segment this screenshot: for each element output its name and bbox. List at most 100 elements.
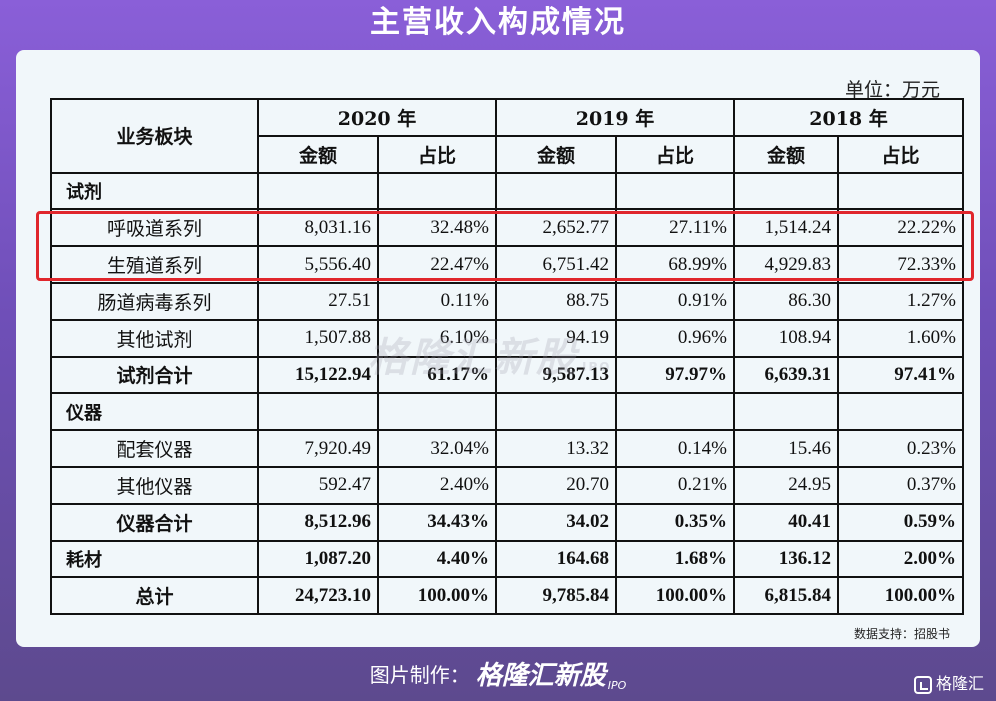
amount-2020-cell: 592.47	[257, 465, 379, 505]
amount-2020-cell: 8,512.96	[257, 502, 379, 542]
page-title: 主营收入构成情况	[370, 5, 626, 40]
amount-2020-cell: 8,031.16	[257, 208, 379, 248]
ratio-2020-cell: 61.17%	[377, 355, 497, 395]
table-subheader-row: 金额 占比 金额 占比 金额 占比	[51, 134, 964, 174]
category-row: 试剂	[50, 171, 964, 211]
category-label: 仪器	[50, 392, 259, 432]
ratio-2019-cell: 1.68%	[615, 539, 735, 579]
amount-2018-cell: 24.95	[733, 465, 839, 505]
table-row: 耗材 1,087.20 4.40% 164.68 1.68% 136.12 2.00%	[50, 539, 964, 579]
ratio-2020-cell: 4.40%	[377, 539, 497, 579]
amount-2020-cell: 27.51	[257, 281, 379, 321]
amount-2018-cell: 136.12	[733, 539, 839, 579]
subheader-ratio: 占比	[377, 134, 497, 174]
watermark-text: 格隆汇新股	[368, 335, 578, 381]
row-label-cell: 呼吸道系列	[50, 208, 259, 248]
ratio-2019-cell: 97.97%	[615, 355, 735, 395]
ratio-2018-cell: 0.23%	[837, 429, 964, 468]
highlight-box	[36, 211, 974, 281]
ratio-2019-cell: 100.00%	[615, 576, 735, 616]
row-label-cell: 试剂合计	[50, 355, 259, 395]
table-row: 试剂合计 15,122.94 61.17% 9,587.13 97.97% 6,639.3…	[50, 355, 964, 395]
amount-2019-cell: 88.75	[495, 281, 617, 321]
ratio-2019-cell: 68.99%	[615, 245, 735, 284]
ratio-2018-cell: 2.00%	[837, 539, 964, 579]
ratio-2020-cell: 6.10%	[377, 318, 497, 358]
table-row: 仪器合计 8,512.96 34.43% 34.02 0.35% 40.41 0.59%	[50, 502, 964, 542]
amount-2018-cell: 4,929.83	[733, 245, 839, 284]
amount-2019-cell: 94.19	[495, 318, 617, 358]
subheader-amount: 金额	[733, 134, 839, 174]
amount-2018-cell: 86.30	[733, 281, 839, 321]
footer-made-by: 图片制作：	[369, 663, 470, 687]
row-label-cell: 总计	[50, 576, 259, 616]
watermark-tag: IPO	[582, 360, 612, 374]
ratio-2020-cell: 100.00%	[377, 576, 497, 616]
ratio-2019-cell: 0.96%	[615, 318, 735, 358]
ratio-2018-cell: 72.33%	[837, 245, 964, 284]
ratio-2020-cell: 34.43%	[377, 502, 497, 542]
ratio-2018-cell: 1.60%	[837, 318, 964, 358]
subheader-amount: 金额	[495, 134, 617, 174]
amount-2018-cell: 1,514.24	[733, 208, 839, 248]
year-header-2019: 2019 年	[495, 98, 735, 137]
unit-label: 单位：万元	[844, 80, 940, 101]
ratio-2020-cell: 32.48%	[377, 208, 497, 248]
row-label-cell: 其他试剂	[50, 318, 259, 358]
amount-2019-cell: 9,587.13	[495, 355, 617, 395]
subheader-ratio: 占比	[837, 134, 964, 174]
amount-2018-cell: 15.46	[733, 429, 839, 468]
row-label-cell: 肠道病毒系列	[50, 281, 259, 321]
year-header-2018: 2018 年	[733, 98, 964, 137]
amount-2019-cell: 34.02	[495, 502, 617, 542]
amount-2020-cell: 1,507.88	[257, 318, 379, 358]
category-row: 仪器	[50, 392, 964, 432]
row-label-cell: 生殖道系列	[50, 245, 259, 284]
table-row: 呼吸道系列 8,031.16 32.48% 2,652.77 27.11% 1,514.2…	[50, 208, 964, 248]
ratio-2018-cell: 0.37%	[837, 465, 964, 505]
year-header-2020: 2020 年	[257, 98, 497, 137]
ratio-2020-cell: 0.11%	[377, 281, 497, 321]
amount-2020-cell: 5,556.40	[257, 245, 379, 284]
footer-brand: 格隆汇新股	[475, 661, 606, 691]
table-row: 生殖道系列 5,556.40 22.47% 6,751.42 68.99% 4,929.8…	[50, 245, 964, 284]
gelonghui-logo-icon	[913, 675, 932, 694]
corner-logo-text: 格隆汇	[935, 674, 984, 693]
table-row: 其他试剂 1,507.88 6.10% 94.19 0.96% 108.94 1.60%	[50, 318, 964, 358]
ratio-2020-cell: 2.40%	[377, 465, 497, 505]
footer: 图片制作： 格隆汇新股 IPO	[0, 655, 996, 701]
amount-2020-cell: 7,920.49	[257, 429, 379, 468]
amount-2020-cell: 1,087.20	[257, 539, 379, 579]
ratio-2019-cell: 27.11%	[615, 208, 735, 248]
table-header-row: 业务板块 2020 年 2019 年 2018 年	[50, 98, 964, 174]
subheader-amount: 金额	[257, 134, 379, 174]
category-label: 试剂	[50, 171, 259, 211]
amount-2019-cell: 6,751.42	[495, 245, 617, 284]
ratio-2018-cell: 0.59%	[837, 502, 964, 542]
ratio-2018-cell: 1.27%	[837, 281, 964, 321]
ratio-2019-cell: 0.91%	[615, 281, 735, 321]
amount-2019-cell: 20.70	[495, 465, 617, 505]
ratio-2019-cell: 0.21%	[615, 465, 735, 505]
ratio-2018-cell: 22.22%	[837, 208, 964, 248]
amount-2020-cell: 15,122.94	[257, 355, 379, 395]
source-note: 数据支持：招股书	[853, 627, 950, 641]
subheader-ratio: 占比	[615, 134, 735, 174]
amount-2018-cell: 108.94	[733, 318, 839, 358]
ratio-2020-cell: 32.04%	[377, 429, 497, 468]
corner-logo: 格隆汇	[913, 670, 984, 694]
ratio-2018-cell: 97.41%	[837, 355, 964, 395]
table-row: 总计 24,723.10 100.00% 9,785.84 100.00% 6,815.8…	[50, 576, 964, 616]
table-row: 其他仪器 592.47 2.40% 20.70 0.21% 24.95 0.37%	[50, 465, 964, 505]
col-header-segment: 业务板块	[50, 98, 259, 174]
amount-2019-cell: 9,785.84	[495, 576, 617, 616]
amount-2018-cell: 6,639.31	[733, 355, 839, 395]
row-label-cell: 仪器合计	[50, 502, 259, 542]
table-card: 单位：万元 业务板块 2020 年 2019 年 2018 年 金额 占比 金额…	[16, 50, 980, 647]
amount-2019-cell: 2,652.77	[495, 208, 617, 248]
row-label-cell: 其他仪器	[50, 465, 259, 505]
amount-2018-cell: 40.41	[733, 502, 839, 542]
ratio-2019-cell: 0.35%	[615, 502, 735, 542]
amount-2018-cell: 6,815.84	[733, 576, 839, 616]
footer-tag: IPO	[607, 679, 627, 692]
